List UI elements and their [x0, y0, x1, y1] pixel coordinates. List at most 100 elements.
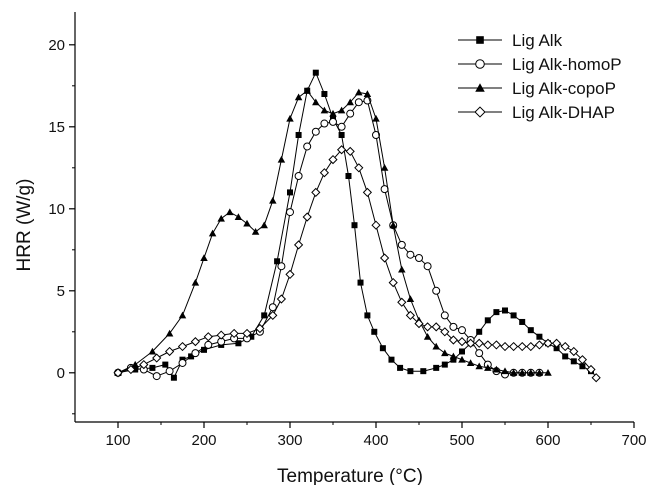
data-point	[152, 372, 161, 381]
data-point	[527, 327, 534, 334]
data-point	[527, 369, 535, 376]
data-point	[458, 355, 466, 363]
series-line	[117, 89, 548, 374]
data-point	[295, 132, 302, 138]
data-point	[294, 93, 303, 101]
series-layer	[113, 69, 601, 383]
x-tick-label: 700	[621, 432, 646, 449]
data-point	[178, 311, 187, 319]
data-point	[311, 127, 320, 136]
data-point	[312, 98, 320, 106]
data-point	[235, 340, 242, 347]
y-tick-label: 5	[57, 283, 65, 300]
series-4	[113, 145, 601, 383]
data-point	[519, 318, 526, 325]
y-tick-label: 10	[48, 201, 65, 218]
data-point	[534, 340, 545, 350]
data-point	[475, 83, 485, 92]
data-point	[509, 369, 518, 376]
data-point	[586, 364, 596, 375]
data-point	[336, 145, 347, 155]
legend-label: Lig Alk	[512, 31, 563, 50]
data-point	[294, 172, 303, 180]
data-point	[475, 59, 485, 69]
data-point	[286, 208, 294, 217]
data-point	[398, 265, 406, 273]
legend-item: Lig Alk-DHAP	[458, 103, 615, 122]
data-point	[562, 353, 569, 360]
data-point	[476, 328, 483, 335]
x-tick-label: 600	[535, 432, 560, 449]
data-point	[328, 154, 338, 165]
data-point	[293, 240, 304, 250]
data-point	[287, 189, 293, 196]
series-2	[114, 96, 544, 381]
data-point	[311, 187, 321, 198]
data-point	[560, 341, 570, 352]
series-line	[117, 149, 597, 378]
data-point	[475, 362, 483, 370]
data-point	[371, 220, 381, 230]
data-point	[526, 341, 536, 352]
data-point	[190, 337, 201, 347]
data-point	[204, 340, 213, 349]
data-point	[397, 297, 407, 307]
legend-label: Lig Alk-homoP	[512, 55, 622, 74]
data-point	[423, 262, 432, 271]
data-point	[449, 322, 458, 331]
data-point	[389, 221, 397, 229]
data-point	[216, 330, 226, 340]
x-axis-label: Temperature (°C)	[277, 466, 423, 485]
data-point	[397, 240, 406, 249]
data-point	[431, 322, 441, 332]
legend-label: Lig Alk-DHAP	[512, 103, 615, 122]
data-point	[178, 358, 187, 367]
data-point	[200, 254, 208, 261]
data-point	[459, 348, 465, 355]
data-point	[474, 106, 486, 118]
data-point	[269, 196, 277, 204]
data-point	[476, 36, 484, 44]
y-tick-label: 20	[48, 37, 65, 54]
data-point	[303, 86, 311, 94]
legend-item: Lig Alk-copoP	[458, 79, 616, 98]
data-point	[508, 341, 519, 352]
data-point	[484, 317, 491, 324]
data-point	[229, 328, 239, 339]
data-point	[406, 295, 415, 302]
ticks: 100 200 300 400 500 600 700 0 5 10 15 20	[48, 37, 646, 449]
data-point	[415, 254, 423, 262]
x-tick-label: 500	[449, 432, 474, 449]
data-point	[570, 358, 577, 365]
data-point	[165, 329, 174, 337]
x-tick-label: 200	[191, 432, 216, 449]
data-point	[139, 359, 149, 370]
data-point	[312, 69, 319, 76]
data-point	[208, 229, 217, 237]
data-point	[364, 312, 371, 319]
data-point	[500, 341, 510, 352]
data-point	[337, 122, 346, 131]
data-point	[302, 212, 312, 222]
data-point	[338, 132, 345, 138]
data-point	[345, 173, 352, 179]
data-point	[577, 355, 588, 365]
y-tick-label: 15	[48, 119, 65, 136]
data-point	[517, 341, 527, 352]
data-point	[285, 269, 295, 280]
data-point	[493, 309, 500, 316]
data-point	[379, 253, 390, 263]
x-tick-label: 100	[105, 432, 130, 449]
data-point	[355, 88, 363, 96]
legend-item: Lig Alk	[458, 31, 563, 50]
data-point	[274, 258, 281, 265]
data-point	[354, 98, 363, 107]
data-point	[321, 91, 328, 97]
legend: Lig Alk Lig Alk-homoP Lig Alk-copoP Lig Alk…	[458, 31, 622, 122]
data-point	[422, 322, 433, 332]
data-point	[351, 222, 358, 229]
data-point	[579, 363, 586, 370]
data-point	[268, 303, 277, 312]
data-point	[457, 337, 467, 347]
